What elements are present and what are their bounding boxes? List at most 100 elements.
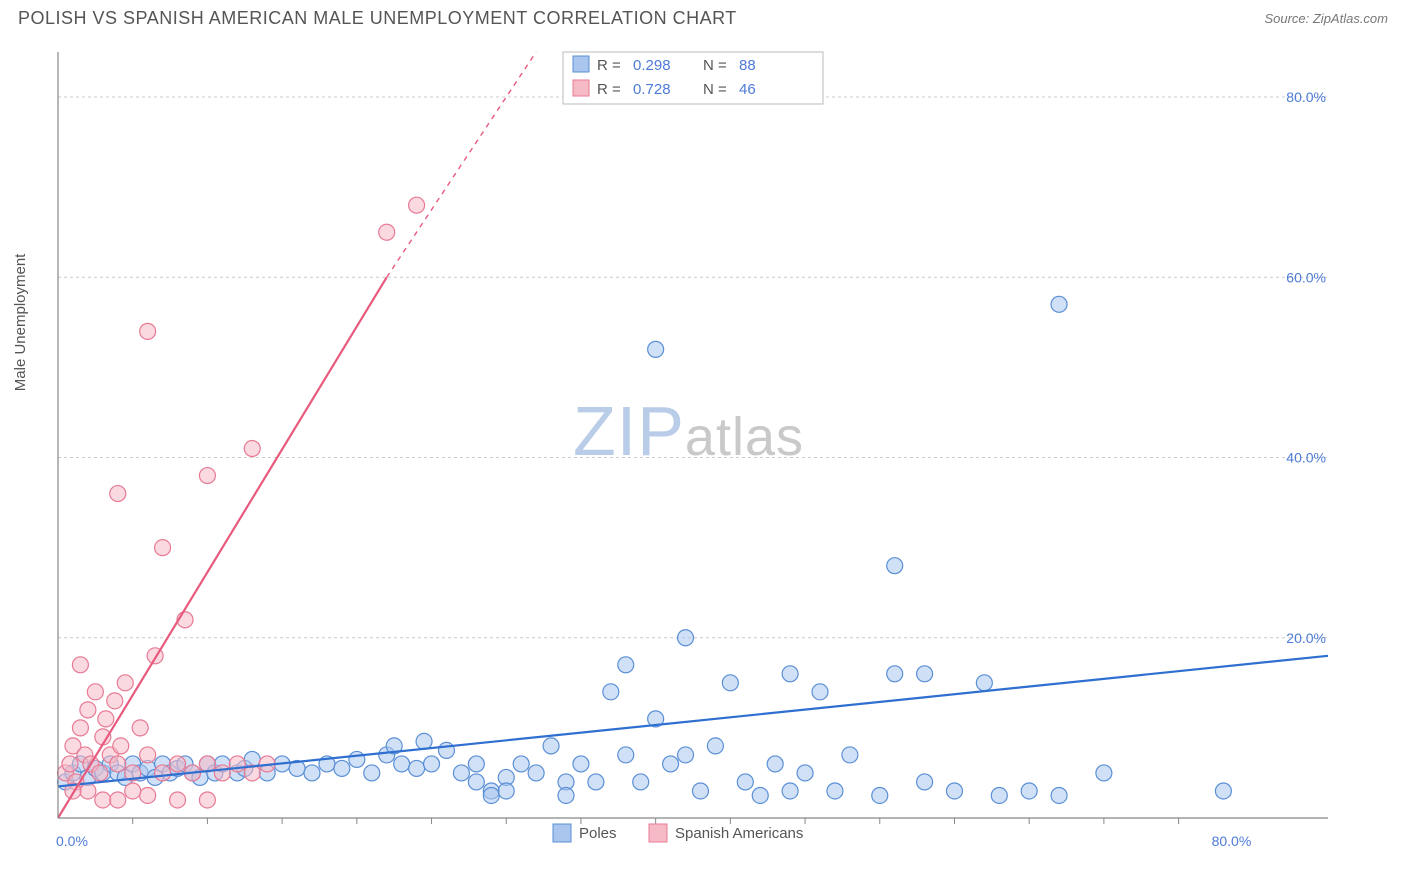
- legend-n-label: N =: [703, 57, 727, 74]
- data-point: [170, 756, 186, 772]
- data-point: [107, 693, 123, 709]
- data-point: [1096, 765, 1112, 781]
- data-point: [110, 486, 126, 502]
- data-point: [424, 756, 440, 772]
- y-tick-label: 60.0%: [1286, 269, 1326, 285]
- data-point: [1051, 296, 1067, 312]
- data-point: [707, 738, 723, 754]
- data-point: [140, 747, 156, 763]
- data-point: [603, 684, 619, 700]
- data-point: [453, 765, 469, 781]
- chart-title: POLISH VS SPANISH AMERICAN MALE UNEMPLOY…: [18, 8, 737, 29]
- data-point: [170, 792, 186, 808]
- legend-r-value: 0.728: [633, 81, 671, 98]
- data-point: [416, 733, 432, 749]
- legend-n-label: N =: [703, 81, 727, 98]
- data-point: [991, 787, 1007, 803]
- data-point: [334, 760, 350, 776]
- trend-line: [58, 277, 387, 818]
- data-point: [125, 783, 141, 799]
- data-point: [648, 341, 664, 357]
- data-point: [887, 666, 903, 682]
- source-label: Source:: [1264, 11, 1312, 26]
- data-point: [678, 630, 694, 646]
- y-tick-label: 40.0%: [1286, 450, 1326, 466]
- y-tick-label: 80.0%: [1286, 89, 1326, 105]
- data-point: [110, 756, 126, 772]
- data-point: [409, 197, 425, 213]
- data-point: [244, 441, 260, 457]
- data-point: [110, 792, 126, 808]
- data-point: [379, 224, 395, 240]
- data-point: [1021, 783, 1037, 799]
- data-point: [95, 792, 111, 808]
- series-swatch: [553, 824, 571, 842]
- data-point: [409, 760, 425, 776]
- legend-r-label: R =: [597, 57, 621, 74]
- y-tick-label: 20.0%: [1286, 630, 1326, 646]
- data-point: [468, 774, 484, 790]
- data-point: [887, 558, 903, 574]
- trend-line: [58, 656, 1328, 787]
- data-point: [842, 747, 858, 763]
- data-point: [513, 756, 529, 772]
- data-point: [827, 783, 843, 799]
- data-point: [752, 787, 768, 803]
- data-point: [618, 657, 634, 673]
- data-point: [976, 675, 992, 691]
- data-point: [1215, 783, 1231, 799]
- data-point: [483, 787, 499, 803]
- data-point: [588, 774, 604, 790]
- series-swatch: [649, 824, 667, 842]
- data-point: [98, 711, 114, 727]
- data-point: [72, 657, 88, 673]
- series-label: Poles: [579, 825, 617, 842]
- data-point: [140, 787, 156, 803]
- data-point: [917, 774, 933, 790]
- correlation-scatter-chart: 20.0%40.0%60.0%80.0%ZIPatlas0.0%80.0%R =…: [18, 40, 1348, 860]
- data-point: [797, 765, 813, 781]
- legend-n-value: 88: [739, 57, 756, 74]
- data-point: [946, 783, 962, 799]
- x-tick-label: 80.0%: [1212, 833, 1252, 849]
- legend-r-value: 0.298: [633, 57, 671, 74]
- data-point: [132, 720, 148, 736]
- data-point: [782, 783, 798, 799]
- data-point: [349, 751, 365, 767]
- legend-swatch: [573, 80, 589, 96]
- data-point: [140, 323, 156, 339]
- data-point: [155, 765, 171, 781]
- data-point: [618, 747, 634, 763]
- data-point: [782, 666, 798, 682]
- legend-n-value: 46: [739, 81, 756, 98]
- data-point: [87, 684, 103, 700]
- data-point: [155, 540, 171, 556]
- data-point: [117, 675, 133, 691]
- data-point: [917, 666, 933, 682]
- data-point: [394, 756, 410, 772]
- data-point: [767, 756, 783, 772]
- data-point: [722, 675, 738, 691]
- data-point: [543, 738, 559, 754]
- data-point: [80, 783, 96, 799]
- data-point: [872, 787, 888, 803]
- data-point: [498, 783, 514, 799]
- data-point: [72, 720, 88, 736]
- y-axis-label: Male Unemployment: [12, 254, 29, 392]
- series-label: Spanish Americans: [675, 825, 803, 842]
- legend-swatch: [573, 56, 589, 72]
- chart-container: Male Unemployment 20.0%40.0%60.0%80.0%ZI…: [18, 40, 1388, 880]
- data-point: [364, 765, 380, 781]
- data-point: [633, 774, 649, 790]
- data-point: [528, 765, 544, 781]
- data-point: [663, 756, 679, 772]
- data-point: [692, 783, 708, 799]
- data-point: [678, 747, 694, 763]
- x-tick-label: 0.0%: [56, 833, 88, 849]
- data-point: [214, 765, 230, 781]
- data-point: [558, 787, 574, 803]
- data-point: [1051, 787, 1067, 803]
- data-point: [199, 792, 215, 808]
- source-attribution: Source: ZipAtlas.com: [1264, 11, 1388, 26]
- data-point: [113, 738, 129, 754]
